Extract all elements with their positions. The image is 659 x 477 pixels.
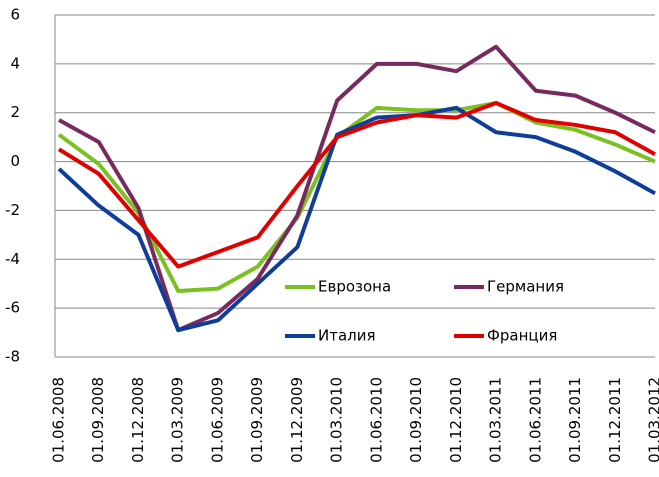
y-tick-label: 4 — [10, 54, 20, 72]
x-tick-label: 01.12.2009 — [288, 377, 306, 463]
x-tick-label: 01.09.2008 — [89, 377, 107, 463]
x-tick-label: 01.12.2010 — [447, 377, 465, 463]
series-line — [57, 100, 656, 269]
x-tick-label: 01.06.2011 — [526, 377, 544, 463]
x-tick-label: 01.03.2011 — [487, 377, 505, 463]
x-tick-label: 01.03.2012 — [646, 377, 659, 463]
series-line — [58, 44, 656, 333]
x-tick-label: 01.06.2008 — [50, 377, 68, 463]
x-tick-label: 01.03.2009 — [169, 377, 187, 463]
x-tick-label: 01.09.2010 — [407, 377, 425, 463]
y-tick-label: -2 — [5, 201, 20, 219]
y-tick-label: 6 — [10, 6, 20, 24]
x-tick-label: 01.06.2009 — [208, 377, 226, 463]
x-tick-label: 01.09.2011 — [566, 377, 584, 463]
y-tick-label: 0 — [10, 152, 20, 170]
x-tick-label: 01.06.2010 — [367, 377, 385, 463]
series-line — [57, 100, 656, 294]
x-tick-label: 01.03.2010 — [328, 377, 346, 463]
legend-label: Германия — [487, 278, 564, 296]
legend-label: Италия — [318, 327, 376, 345]
y-tick-label: 2 — [10, 103, 20, 121]
legend-label: Еврозона — [318, 278, 391, 296]
y-tick-label: -8 — [5, 348, 20, 366]
x-tick-label: 01.12.2011 — [606, 377, 624, 463]
legend-label: Франция — [487, 327, 557, 345]
x-tick-label: 01.12.2008 — [129, 377, 147, 463]
y-tick-label: -4 — [5, 250, 20, 268]
series-line — [57, 105, 656, 333]
y-tick-label: -6 — [5, 299, 20, 317]
x-tick-label: 01.09.2009 — [248, 377, 266, 463]
